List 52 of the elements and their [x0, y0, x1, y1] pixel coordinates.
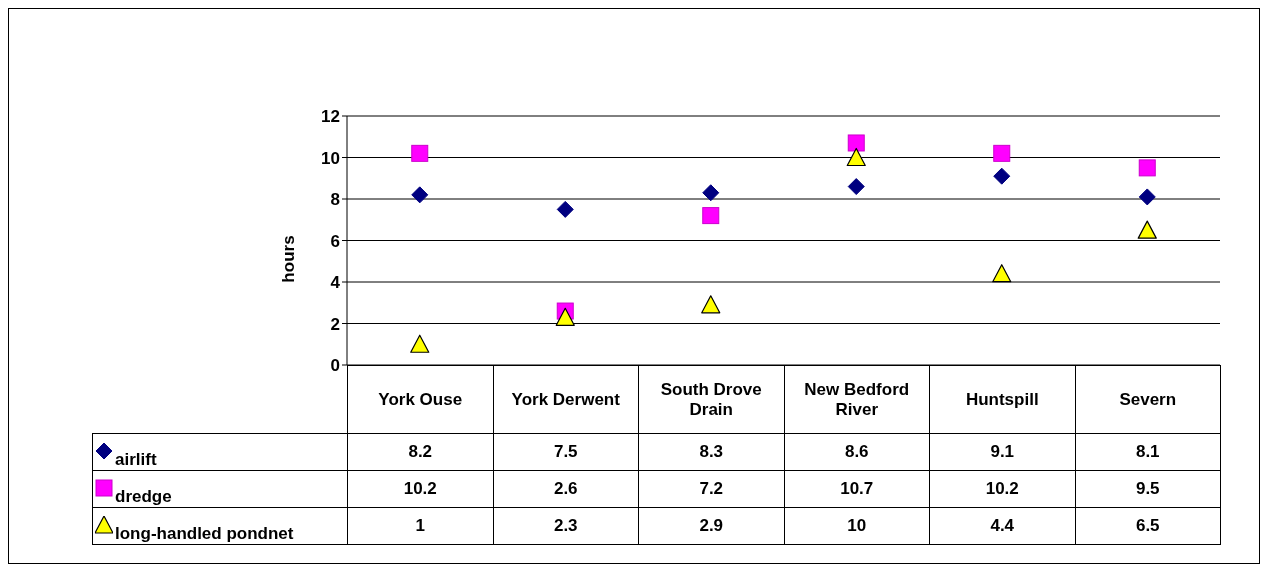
y-tick-label: 4: [330, 273, 341, 293]
data-label: 10.7: [784, 470, 930, 508]
x-tick-label: South Drove Drain: [638, 365, 784, 434]
y-axis-title: hours: [279, 234, 299, 285]
x-tick-label: New Bedford River: [784, 365, 930, 434]
data-label: 10: [784, 507, 930, 545]
data-label: 2.6: [493, 470, 639, 508]
data-label: 9.5: [1075, 470, 1221, 508]
point: [411, 186, 429, 204]
point: [1138, 188, 1156, 206]
y-tick-label: 6: [330, 231, 340, 251]
point: [702, 207, 720, 225]
y-tick-label: 2: [330, 314, 340, 334]
point: [1137, 220, 1157, 239]
data-label: 4.4: [929, 507, 1075, 545]
legend-label: airlift: [115, 450, 157, 470]
x-tick-label: Severn: [1075, 365, 1221, 434]
data-label: 7.5: [493, 433, 639, 471]
point: [993, 144, 1011, 162]
point: [701, 295, 721, 314]
x-tick-label: York Derwent: [493, 365, 639, 434]
point: [846, 147, 866, 167]
y-tick-label: 0: [330, 356, 340, 376]
point: [993, 167, 1011, 185]
point: [1138, 159, 1156, 177]
point: [847, 178, 865, 196]
data-label: 7.2: [638, 470, 784, 508]
point: [847, 134, 865, 152]
data-label: 2.3: [493, 507, 639, 545]
point: [411, 144, 429, 162]
data-label: 8.1: [1075, 433, 1221, 471]
data-label: 10.2: [347, 470, 493, 508]
y-tick-label: 12: [321, 107, 340, 127]
point: [702, 184, 720, 202]
data-label: 9.1: [929, 433, 1075, 471]
data-label: 10.2: [929, 470, 1075, 508]
point: [556, 200, 574, 218]
data-label: 6.5: [1075, 507, 1221, 545]
data-label: 2.9: [638, 507, 784, 545]
point: [555, 307, 575, 326]
point: [410, 334, 430, 353]
x-tick-label: Huntspill: [929, 365, 1075, 434]
point: [992, 264, 1012, 283]
y-tick-label: 8: [330, 190, 340, 210]
y-tick-label: 10: [321, 148, 340, 168]
data-label: 1: [347, 507, 493, 545]
legend-label: long-handled pondnet: [115, 524, 294, 544]
data-label: 8.2: [347, 433, 493, 471]
legend-label: dredge: [115, 487, 172, 507]
x-tick-label: York Ouse: [347, 365, 493, 434]
data-label: 8.3: [638, 433, 784, 471]
data-label: 8.6: [784, 433, 930, 471]
